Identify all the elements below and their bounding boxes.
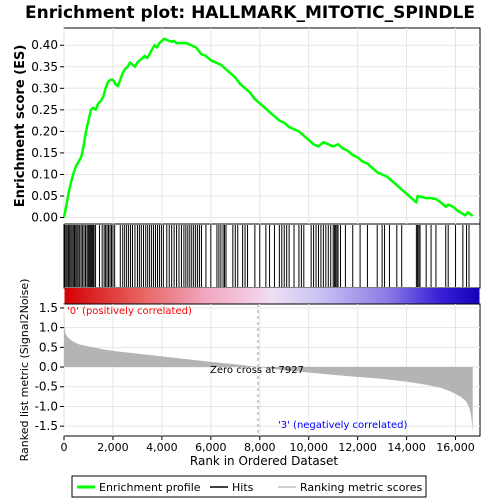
es-y-tick-label: 0.40 <box>31 38 58 52</box>
metric-y-tick-label: -1.0 <box>35 399 58 413</box>
metric-y-tick-label: 0.0 <box>39 360 58 374</box>
legend-box <box>71 475 427 498</box>
x-axis-label: Rank in Ordered Dataset <box>190 454 338 468</box>
x-tick-label: 4,000 <box>146 441 178 454</box>
es-y-axis-label: Enrichment score (ES) <box>13 45 28 208</box>
legend-label-enrichment-profile: Enrichment profile <box>99 481 201 494</box>
x-tick-label: 12,000 <box>338 441 377 454</box>
es-y-tick-label: 0.15 <box>31 146 58 160</box>
x-tick-label: 14,000 <box>387 441 426 454</box>
metric-y-axis-label: Ranked list metric (Signal2Noise) <box>18 279 31 462</box>
x-tick-label: 10,000 <box>289 441 328 454</box>
metric-y-tick-label: 0.5 <box>39 340 58 354</box>
x-tick-label: 16,000 <box>436 441 475 454</box>
x-tick-label: 6,000 <box>195 441 227 454</box>
es-y-tick-label: 0.20 <box>31 124 58 138</box>
ranking-metric-area <box>64 309 473 435</box>
x-tick-label: 0 <box>61 441 68 454</box>
legend-label-hits: Hits <box>232 481 254 494</box>
es-panel <box>63 27 481 225</box>
legend-label-ranking-metric: Ranking metric scores <box>300 481 422 494</box>
legend: Enrichment profile Hits Ranking metric s… <box>71 475 427 498</box>
metric-y-tick-label: -0.5 <box>35 380 58 394</box>
es-y-tick-label: 0.10 <box>31 167 58 181</box>
hits-panel <box>63 223 481 289</box>
es-y-tick-label: 0.30 <box>31 81 58 95</box>
metric-y-tick-label: 1.5 <box>39 301 58 315</box>
zero-cross-label: Zero cross at 7927 <box>210 365 304 376</box>
es-y-tick-label: 0.00 <box>31 211 58 225</box>
es-y-tick-label: 0.25 <box>31 103 58 117</box>
positive-correlation-label: '0' (positively correlated) <box>67 306 192 317</box>
x-tick-label: 8,000 <box>244 441 276 454</box>
x-tick-label: 2,000 <box>97 441 129 454</box>
negative-correlation-label: '3' (negatively correlated) <box>278 420 407 431</box>
rank-color-bar <box>64 288 480 304</box>
chart-title: Enrichment plot: HALLMARK_MITOTIC_SPINDL… <box>25 3 475 23</box>
enrichment-profile-line <box>62 37 474 218</box>
metric-y-tick-label: 1.0 <box>39 321 58 335</box>
es-y-tick-label: 0.05 <box>31 189 58 203</box>
es-y-tick-label: 0.35 <box>31 60 58 74</box>
metric-y-tick-label: -1.5 <box>35 419 58 433</box>
